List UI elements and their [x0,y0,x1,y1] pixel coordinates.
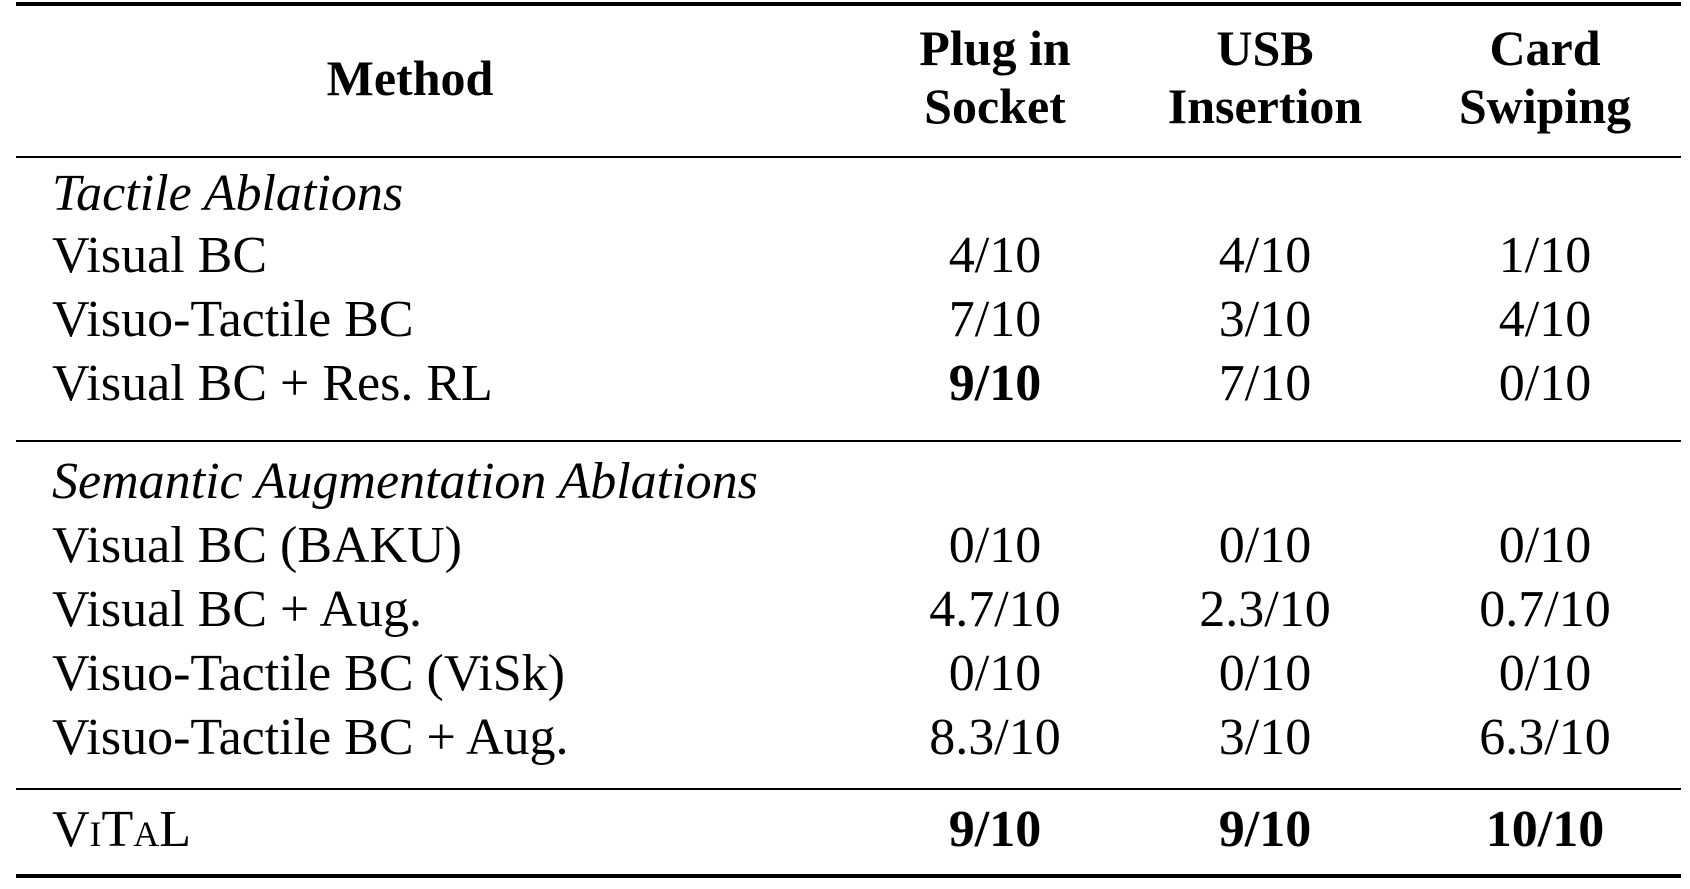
row-plug: 0/10 [948,517,1042,574]
row-card: 1/10 [1498,227,1592,284]
row-usb: 2.3/10 [1199,581,1331,638]
row-method: Visuo-Tactile BC (ViSk) [52,645,565,702]
row-method: Visual BC + Res. RL [52,355,493,412]
row-usb: 7/10 [1218,355,1312,412]
row-method: Visuo-Tactile BC + Aug. [52,709,569,766]
row-method: Visual BC (BAKU) [52,517,462,574]
bottom-rule [16,874,1681,878]
final-card: 10/10 [1485,801,1605,858]
final-rule [16,788,1681,790]
row-usb: 3/10 [1218,709,1312,766]
row-card: 4/10 [1498,291,1592,348]
header-method: Method [326,50,494,106]
row-plug: 4/10 [948,227,1042,284]
header-plug-line2: Socket [924,78,1066,134]
row-method: Visual BC + Aug. [52,581,423,638]
row-usb: 0/10 [1218,645,1312,702]
final-plug: 9/10 [948,801,1042,858]
row-usb: 3/10 [1218,291,1312,348]
row-card: 0.7/10 [1479,581,1611,638]
row-plug: 9/10 [948,355,1042,412]
row-plug: 7/10 [948,291,1042,348]
final-usb: 9/10 [1218,801,1312,858]
row-method: Visuo-Tactile BC [52,291,414,348]
section-rule [16,440,1681,442]
section-title-semantic: Semantic Augmentation Ablations [52,453,758,510]
row-plug: 0/10 [948,645,1042,702]
row-card: 6.3/10 [1479,709,1611,766]
header-rule [16,156,1681,158]
header-card-line1: Card [1489,20,1601,76]
top-rule [16,2,1681,6]
row-card: 0/10 [1498,645,1592,702]
row-card: 0/10 [1498,517,1592,574]
row-plug: 4.7/10 [929,581,1061,638]
header-usb-line1: USB [1216,20,1314,76]
header-usb-line2: Insertion [1167,78,1363,134]
row-card: 0/10 [1498,355,1592,412]
header-plug-line1: Plug in [919,20,1071,76]
row-usb: 0/10 [1218,517,1312,574]
section-title-tactile: Tactile Ablations [52,165,404,222]
row-plug: 8.3/10 [929,709,1061,766]
row-method: Visual BC [52,227,268,284]
final-method: ViTaL [52,801,192,858]
header-card-line2: Swiping [1458,78,1632,134]
row-usb: 4/10 [1218,227,1312,284]
